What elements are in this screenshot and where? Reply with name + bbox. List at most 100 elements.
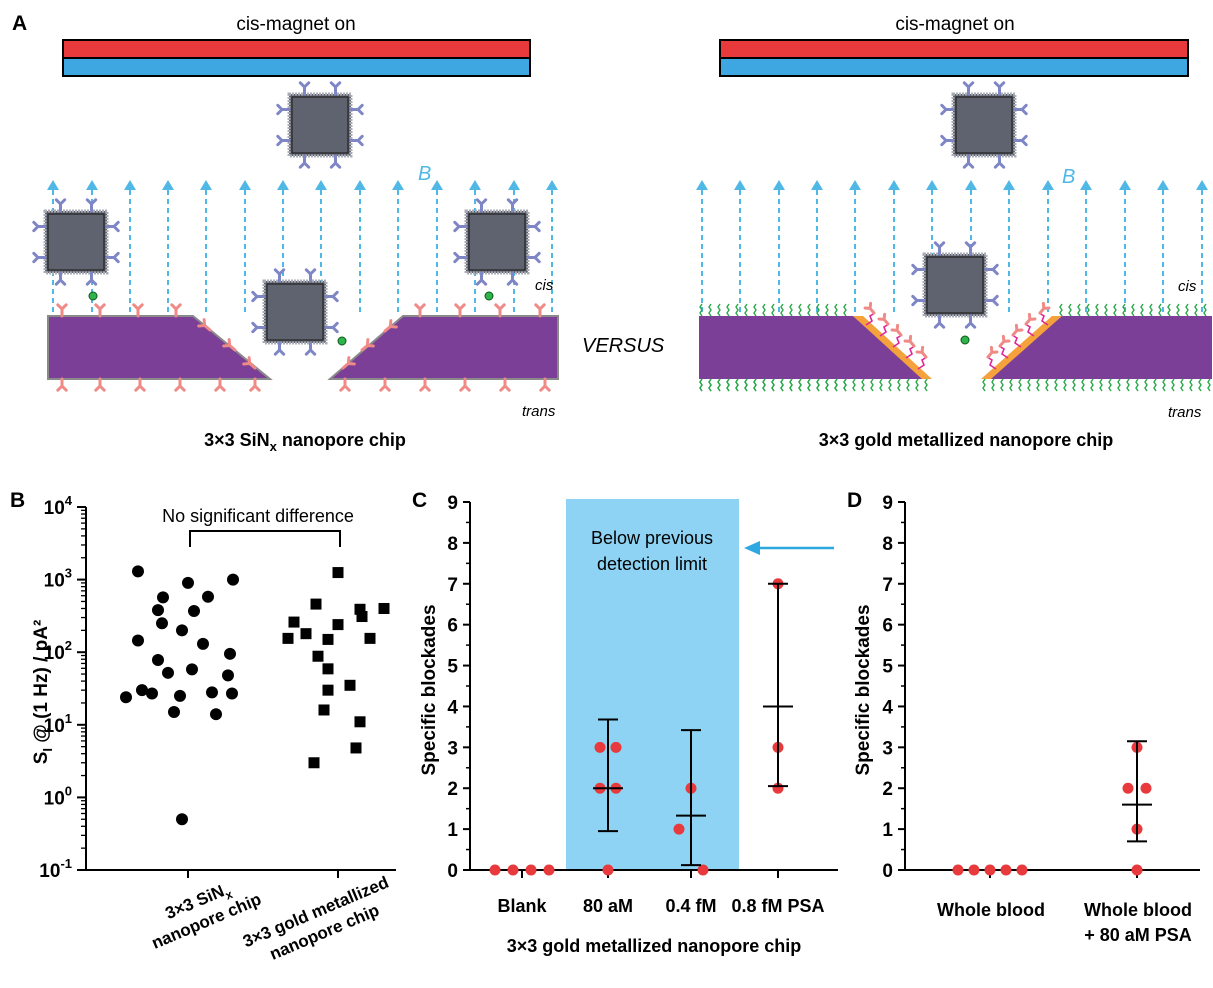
linker-antibody-left	[903, 334, 916, 348]
peg-bottom	[888, 378, 892, 392]
b-point-sinx	[162, 666, 174, 679]
b-y-tick-label: 104	[44, 493, 73, 519]
b-point-sinx	[197, 637, 209, 650]
b-point-sinx	[188, 604, 200, 617]
d-point	[968, 864, 980, 876]
peg-top	[1131, 303, 1135, 317]
peg-top	[1167, 303, 1171, 317]
gold-layer-right	[981, 316, 1062, 379]
peg-bottom	[1009, 378, 1013, 392]
b-y-tick-label: 102	[44, 638, 72, 664]
b-point-sinx	[227, 573, 239, 586]
field-left-arrow	[86, 180, 98, 190]
peg-bottom	[789, 378, 793, 392]
b-point-gold	[282, 632, 294, 644]
peg-bottom	[1144, 378, 1148, 392]
chip-label-right: 3×3 gold metallized nanopore chip	[819, 430, 1114, 450]
bead-antibody	[276, 103, 291, 116]
peg-top	[771, 303, 775, 317]
bead-antibody	[993, 81, 1006, 96]
bead-antibody	[324, 290, 339, 303]
bead-antibody	[1013, 103, 1028, 116]
bead-antibody	[526, 220, 541, 233]
peg-bottom	[1153, 378, 1157, 392]
c-point	[673, 823, 685, 835]
d-y-tick-label: 8	[882, 534, 893, 555]
bead-pore-right	[911, 241, 999, 329]
peg-top	[816, 303, 820, 317]
field-right-arrow	[965, 180, 977, 190]
panel-d-axes: 0 1 2 3 4 5 6 7 8 9	[882, 493, 1200, 882]
significance-bracket	[189, 530, 341, 547]
c-y-tick-label: 9	[447, 493, 458, 514]
peg-top	[1194, 303, 1198, 317]
b-point-gold	[310, 598, 322, 610]
panel-a: A cis-magnet on cis-magnet on B B	[12, 12, 1212, 454]
membrane-right-half	[327, 315, 559, 380]
panel-d-ylabel: Specific blockades	[853, 604, 874, 775]
bead-antibody	[911, 263, 926, 276]
linker-left	[917, 356, 928, 370]
linker-right	[1038, 312, 1049, 326]
field-left-arrow	[47, 180, 59, 190]
bead-antibody	[349, 103, 364, 116]
bead-antibody	[304, 341, 317, 356]
field-right-arrow	[811, 180, 823, 190]
magnet-label-right: cis-magnet on	[895, 14, 1014, 35]
panel-d: D 0 1 2 3 4 5 6 7 8 9 Specific blockades Whole bl…	[847, 489, 1200, 945]
significance-annotation: No significant difference	[162, 506, 354, 526]
linker-left	[892, 334, 903, 348]
peg-bottom	[1126, 378, 1130, 392]
b-y-tick-label: 101	[44, 711, 72, 737]
peg-bottom	[1207, 378, 1211, 392]
membrane-antibody-top	[56, 303, 68, 318]
membrane-antibody-top	[414, 303, 426, 318]
chip-label-left: 3×3 SiNx nanopore chip	[204, 430, 406, 454]
c-point	[610, 741, 622, 753]
panel-label-a: A	[12, 12, 27, 35]
membrane-antibody-slope	[222, 338, 237, 352]
membrane-antibody-bottom	[214, 377, 226, 392]
b-point-sinx	[176, 813, 188, 826]
membrane-antibody-bottom	[459, 377, 471, 392]
bead-top-right	[940, 81, 1028, 169]
b-point-sinx	[206, 686, 218, 699]
d-y-tick-label: 7	[882, 575, 893, 596]
magnet-north-right	[719, 39, 1189, 59]
c-x-tick-label: 0.4 fM	[665, 896, 716, 916]
membrane-antibody-bottom	[539, 377, 551, 392]
bead-antibody	[251, 290, 266, 303]
b-point-sinx	[224, 647, 236, 660]
peg-bottom	[771, 378, 775, 392]
bead-antibody	[54, 271, 67, 286]
magnet-south-right	[719, 57, 1189, 77]
bead-antibody	[526, 251, 541, 264]
b-point-sinx	[152, 604, 164, 617]
bead-antibody	[453, 251, 468, 264]
panel-d-category-2-line2: + 80 aM PSA	[1084, 925, 1192, 945]
peg-top	[726, 303, 730, 317]
bead-antibody	[506, 198, 519, 213]
peg-bottom	[825, 378, 829, 392]
field-right-arrow	[1157, 180, 1169, 190]
bead-antibody	[298, 154, 311, 169]
linker-left	[865, 312, 876, 326]
peg-bottom	[861, 378, 865, 392]
peg-top	[1059, 303, 1063, 317]
b-point-sinx	[210, 708, 222, 721]
bead-antibody	[984, 263, 999, 276]
d-y-tick-label: 2	[882, 779, 893, 800]
d-y-tick-label: 3	[882, 738, 893, 759]
linker-antibody-left	[890, 323, 903, 337]
linker-antibody-left	[915, 345, 928, 359]
bead-antibody	[349, 134, 364, 147]
bead-antibody	[324, 321, 339, 334]
peg-bottom	[753, 378, 757, 392]
bead-antibody	[940, 103, 955, 116]
field-right-arrow	[888, 180, 900, 190]
peg-top	[735, 303, 739, 317]
field-right-arrow	[696, 180, 708, 190]
peg-bottom	[816, 378, 820, 392]
bead-antibody	[105, 251, 120, 264]
membrane-antibody-bottom	[499, 377, 511, 392]
